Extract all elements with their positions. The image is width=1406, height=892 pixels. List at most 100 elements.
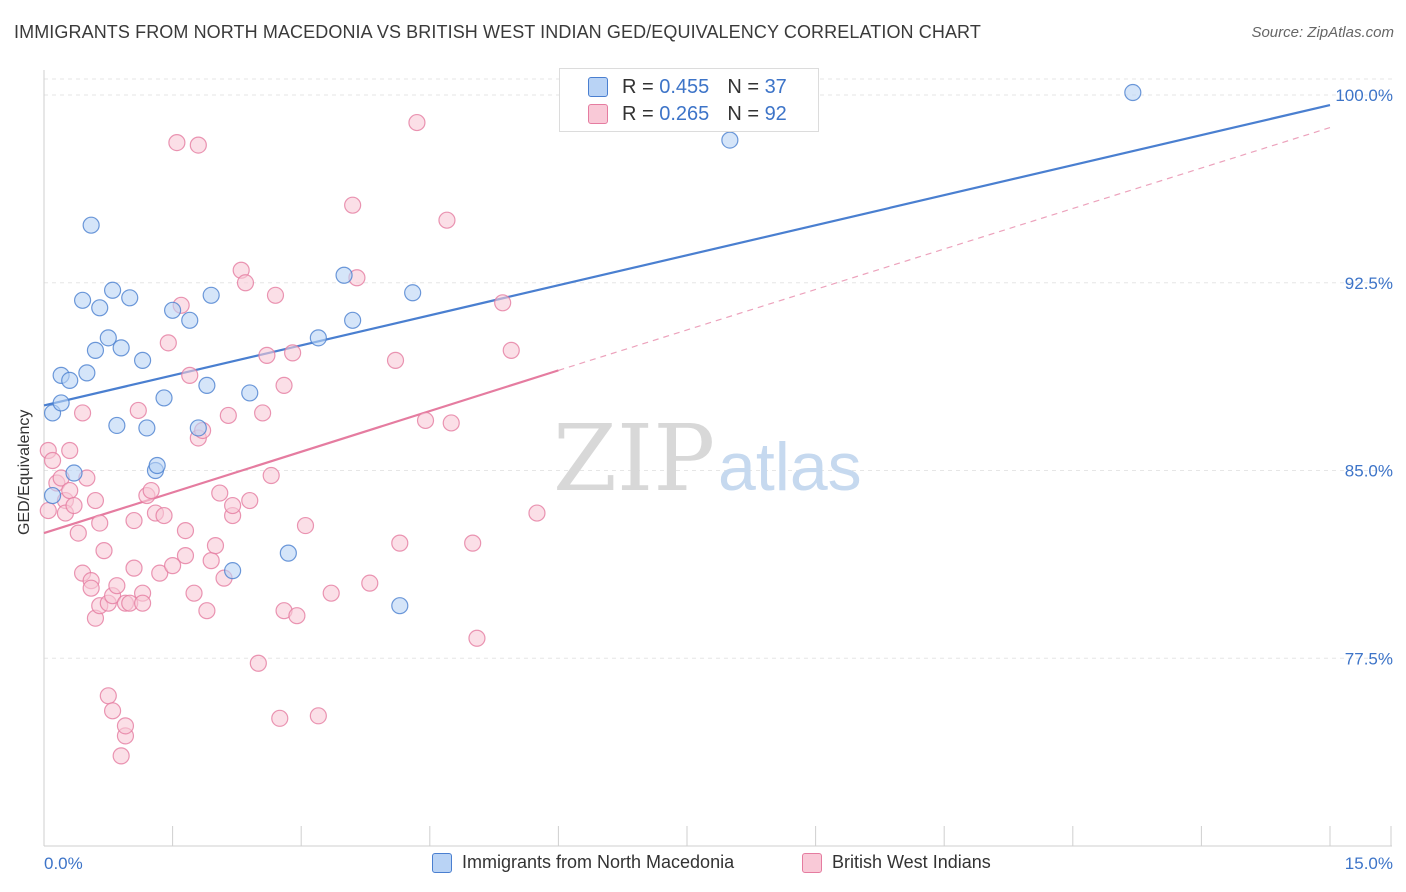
data-point bbox=[103, 702, 122, 720]
y-tick-label: 100.0% bbox=[1335, 86, 1393, 105]
data-point bbox=[386, 351, 405, 369]
data-point bbox=[468, 629, 486, 647]
data-point bbox=[95, 542, 113, 560]
data-point bbox=[168, 133, 186, 152]
data-point bbox=[344, 311, 362, 329]
watermark-zip: ZIP bbox=[553, 405, 715, 512]
data-point bbox=[211, 484, 229, 502]
data-point bbox=[155, 506, 173, 525]
data-point bbox=[198, 376, 216, 395]
legend-swatch-macedonia bbox=[432, 852, 452, 873]
data-point bbox=[91, 514, 109, 532]
data-point bbox=[202, 286, 220, 304]
data-point bbox=[494, 294, 512, 312]
data-point bbox=[133, 351, 152, 369]
data-point bbox=[361, 574, 379, 592]
data-point bbox=[185, 584, 203, 602]
stats-row-bwi: R = 0.265 N = 92 bbox=[560, 100, 787, 128]
data-points bbox=[39, 83, 1142, 765]
data-point bbox=[69, 524, 87, 542]
data-point bbox=[82, 216, 100, 234]
data-point bbox=[82, 579, 100, 597]
data-point bbox=[721, 131, 739, 149]
y-tick-label: 85.0% bbox=[1345, 462, 1393, 481]
data-point bbox=[224, 562, 242, 580]
data-point bbox=[344, 196, 362, 214]
data-point bbox=[464, 534, 482, 552]
data-point bbox=[241, 384, 259, 402]
data-point bbox=[155, 389, 173, 407]
data-point bbox=[159, 334, 177, 352]
data-point bbox=[112, 339, 130, 357]
data-point bbox=[181, 311, 199, 329]
data-point bbox=[129, 401, 147, 420]
data-point bbox=[219, 406, 237, 425]
data-point bbox=[189, 419, 207, 437]
x-tick-label: 0.0% bbox=[44, 854, 83, 873]
data-point bbox=[86, 491, 105, 510]
data-point bbox=[99, 329, 117, 347]
data-point bbox=[202, 552, 220, 570]
legend-label-bwi: British West Indians bbox=[832, 852, 991, 872]
data-point bbox=[138, 419, 156, 437]
stats-row-macedonia: R = 0.455 N = 37 bbox=[560, 73, 787, 101]
data-point bbox=[125, 559, 143, 577]
data-point bbox=[279, 544, 297, 562]
data-point bbox=[224, 496, 242, 515]
data-point bbox=[116, 717, 135, 735]
data-point bbox=[266, 286, 285, 304]
stats-swatch-bwi bbox=[588, 104, 608, 124]
legend-item-bwi[interactable]: British West Indians bbox=[802, 852, 991, 873]
data-point bbox=[1124, 83, 1142, 102]
legend-item-macedonia[interactable]: Immigrants from North Macedonia bbox=[432, 852, 734, 873]
data-point bbox=[528, 504, 546, 522]
stats-r-label: R = bbox=[622, 102, 654, 125]
watermark: ZIP atlas bbox=[553, 405, 862, 512]
stats-n-value: 92 bbox=[764, 102, 787, 125]
data-point bbox=[241, 491, 259, 510]
data-point bbox=[275, 376, 293, 395]
data-point bbox=[43, 451, 62, 470]
stats-r-value: 0.265 bbox=[659, 102, 710, 125]
data-point bbox=[322, 584, 340, 602]
stats-n-value: 37 bbox=[764, 75, 787, 98]
axes bbox=[43, 70, 1392, 847]
data-point bbox=[148, 456, 166, 475]
data-point bbox=[206, 537, 225, 555]
trend-line-extension bbox=[558, 127, 1331, 371]
tick-labels: 77.5% 85.0% 92.5% 100.0% 0.0% 15.0% bbox=[44, 86, 1393, 873]
data-point bbox=[408, 113, 426, 132]
data-point bbox=[39, 501, 57, 520]
data-point bbox=[103, 281, 122, 299]
data-point bbox=[296, 516, 315, 535]
stats-r-value: 0.455 bbox=[659, 75, 710, 98]
data-point bbox=[502, 341, 520, 359]
y-tick-label: 77.5% bbox=[1345, 649, 1393, 668]
data-point bbox=[112, 747, 130, 765]
trend-line bbox=[43, 369, 559, 535]
data-point bbox=[236, 274, 255, 292]
data-point bbox=[404, 284, 422, 302]
data-point bbox=[121, 289, 139, 307]
data-point bbox=[442, 414, 460, 432]
data-point bbox=[108, 577, 126, 595]
data-point bbox=[164, 557, 182, 575]
data-point bbox=[65, 496, 83, 515]
data-point bbox=[438, 211, 456, 229]
data-point bbox=[164, 301, 182, 319]
data-point bbox=[416, 411, 435, 430]
data-point bbox=[86, 341, 105, 359]
stats-swatch-macedonia bbox=[588, 77, 608, 97]
data-point bbox=[73, 291, 92, 309]
data-point bbox=[254, 404, 272, 422]
data-point bbox=[78, 364, 96, 382]
data-point bbox=[99, 687, 117, 705]
data-point bbox=[176, 521, 195, 540]
data-point bbox=[61, 441, 79, 460]
data-point bbox=[181, 366, 199, 384]
data-point bbox=[284, 344, 302, 362]
chart-title: IMMIGRANTS FROM NORTH MACEDONIA VS BRITI… bbox=[14, 22, 981, 42]
data-point bbox=[258, 346, 276, 364]
watermark-atlas: atlas bbox=[718, 429, 862, 505]
